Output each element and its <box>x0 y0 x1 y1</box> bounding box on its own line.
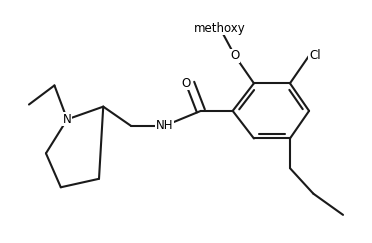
Text: N: N <box>63 113 71 126</box>
Text: O: O <box>181 77 190 90</box>
Text: NH: NH <box>156 119 173 132</box>
Text: methoxy: methoxy <box>194 22 246 35</box>
Text: O: O <box>230 49 240 62</box>
Text: Cl: Cl <box>309 49 321 62</box>
